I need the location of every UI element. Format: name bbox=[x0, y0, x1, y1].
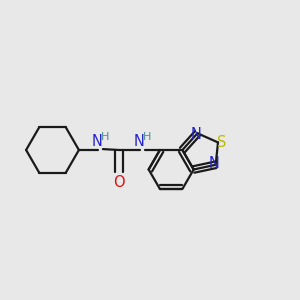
Text: H: H bbox=[101, 133, 109, 142]
Text: H: H bbox=[143, 133, 151, 142]
Text: N: N bbox=[190, 127, 201, 142]
Text: S: S bbox=[217, 135, 226, 150]
Text: N: N bbox=[209, 156, 220, 171]
Text: O: O bbox=[113, 175, 125, 190]
Text: N: N bbox=[92, 134, 103, 149]
Text: N: N bbox=[134, 134, 145, 149]
